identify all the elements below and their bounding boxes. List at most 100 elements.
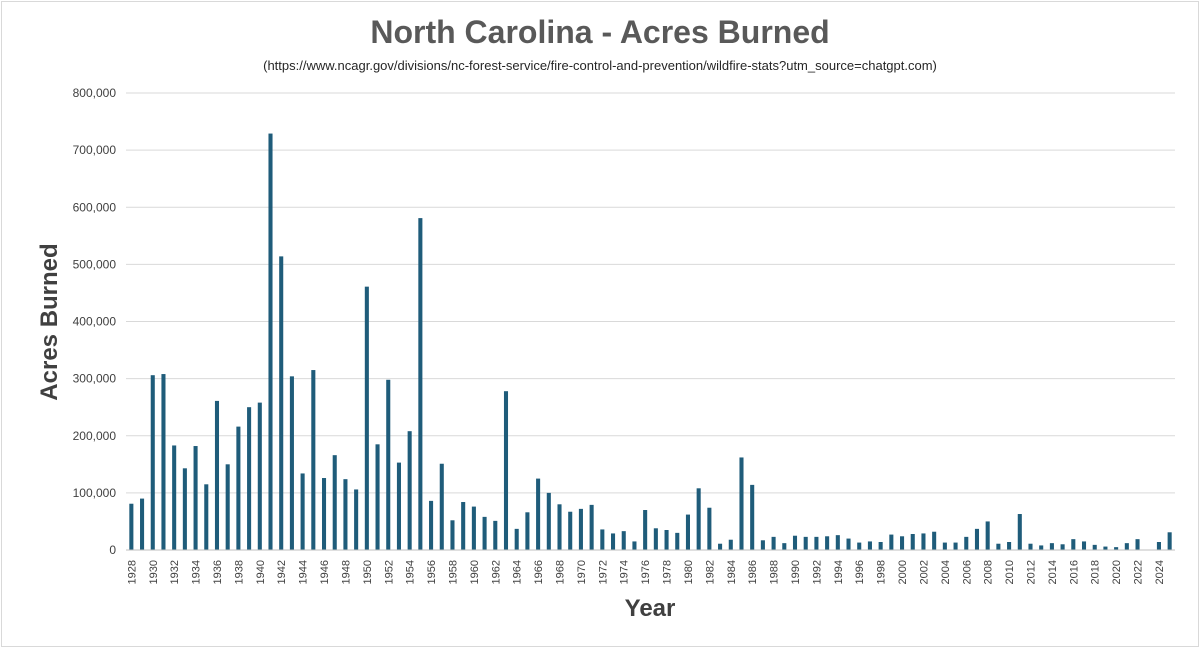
bar-1951 — [375, 444, 380, 550]
x-tick-label: 1978 — [662, 560, 674, 584]
bar-2008 — [985, 521, 990, 550]
bar-1944 — [300, 473, 305, 550]
bar-2009 — [996, 543, 1001, 550]
bar-2014 — [1049, 543, 1054, 550]
bar-1968 — [557, 504, 562, 550]
bar-1986 — [750, 484, 755, 550]
x-tick-label: 1972 — [597, 560, 609, 584]
x-tick-label: 1984 — [726, 560, 738, 584]
bar-1934 — [193, 446, 198, 550]
x-tick-label: 1974 — [619, 560, 631, 584]
bar-1977 — [653, 528, 658, 550]
bar-2001 — [910, 534, 915, 550]
bar-2013 — [1039, 545, 1044, 550]
y-tick-label: 800,000 — [73, 86, 117, 100]
bar-1969 — [568, 511, 573, 550]
x-tick-label: 2006 — [961, 560, 973, 584]
y-tick-label: 500,000 — [73, 257, 117, 271]
bar-2017 — [1081, 541, 1087, 550]
x-tick-label: 1958 — [447, 560, 459, 584]
x-tick-label: 1938 — [233, 560, 245, 584]
bar-1976 — [643, 510, 648, 550]
bar-1962 — [493, 520, 498, 550]
bar-1938 — [236, 426, 241, 550]
bar-2004 — [942, 542, 947, 550]
bar-1952 — [386, 379, 391, 550]
y-tick-label: 400,000 — [73, 315, 117, 329]
y-tick-label: 100,000 — [73, 486, 117, 500]
x-tick-label: 1992 — [811, 560, 823, 584]
x-axis-title: Year — [625, 595, 676, 622]
x-tick-label: 1956 — [426, 560, 438, 584]
y-tick-label: 200,000 — [73, 429, 117, 443]
bar-1981 — [696, 488, 701, 550]
bar-1948 — [343, 479, 348, 550]
y-tick-label: 600,000 — [73, 200, 117, 214]
bar-1985 — [739, 457, 744, 550]
bar-1999 — [889, 534, 894, 550]
bar-2025 — [1167, 532, 1172, 550]
bar-1956 — [429, 500, 434, 550]
bar-1984 — [728, 539, 733, 550]
x-tick-label: 2004 — [940, 560, 952, 584]
y-tick-label: 300,000 — [73, 372, 117, 386]
bar-1947 — [332, 455, 337, 550]
bar-1991 — [803, 536, 808, 550]
bar-1958 — [450, 520, 455, 550]
bar-1964 — [514, 528, 519, 550]
bar-1932 — [172, 445, 177, 550]
bar-1937 — [225, 464, 230, 550]
bar-1971 — [589, 504, 594, 550]
bar-1978 — [664, 530, 669, 550]
bar-1980 — [685, 514, 690, 550]
bar-1957 — [439, 463, 444, 550]
chart-title: North Carolina - Acres Burned — [370, 14, 830, 50]
bar-2020 — [1114, 547, 1119, 550]
bar-1998 — [878, 542, 883, 550]
bar-2003 — [932, 531, 937, 550]
x-tick-label: 2008 — [983, 560, 995, 584]
x-tick-label: 1988 — [769, 560, 781, 584]
x-tick-label: 1950 — [362, 560, 374, 584]
bar-1965 — [525, 512, 530, 550]
bar-1995 — [846, 538, 851, 550]
bar-1931 — [161, 374, 166, 550]
bar-1990 — [792, 535, 798, 550]
x-tick-label: 1930 — [148, 560, 160, 584]
x-tick-label: 1966 — [533, 560, 545, 584]
y-tick-label: 0 — [109, 543, 116, 557]
bar-2010 — [1007, 542, 1012, 550]
x-tick-label: 1960 — [469, 560, 481, 584]
x-tick-label: 1946 — [319, 560, 331, 584]
y-axis-title: Acres Burned — [36, 243, 63, 400]
x-tick-label: 1942 — [276, 560, 288, 584]
x-tick-label: 1990 — [790, 560, 802, 584]
bar-2015 — [1060, 544, 1065, 550]
x-tick-label: 1954 — [405, 560, 417, 584]
bar-1989 — [782, 543, 787, 550]
x-tick-label: 2000 — [897, 560, 909, 584]
x-tick-label: 1996 — [854, 560, 866, 584]
chart-subtitle: (https://www.ncagr.gov/divisions/nc-fore… — [263, 58, 937, 73]
bars — [129, 133, 1172, 550]
x-tick-label: 1998 — [876, 560, 888, 584]
x-tick-label: 1962 — [490, 560, 502, 584]
bar-1963 — [503, 391, 509, 550]
x-tick-label: 2020 — [1111, 560, 1123, 584]
bar-2016 — [1071, 539, 1076, 550]
x-tick-label: 1980 — [683, 560, 695, 584]
bar-1987 — [760, 540, 765, 550]
bar-2012 — [1028, 543, 1033, 550]
x-tick-label: 1986 — [747, 560, 759, 584]
x-tick-label: 1940 — [255, 560, 267, 584]
bar-1975 — [632, 541, 637, 550]
y-tick-label: 700,000 — [73, 143, 117, 157]
bar-1967 — [546, 492, 551, 550]
bar-1943 — [289, 376, 294, 550]
bar-1982 — [707, 507, 712, 550]
x-tick-label: 1948 — [340, 560, 352, 584]
bar-1959 — [461, 502, 466, 550]
bar-1942 — [279, 256, 284, 550]
bar-1979 — [675, 532, 680, 550]
